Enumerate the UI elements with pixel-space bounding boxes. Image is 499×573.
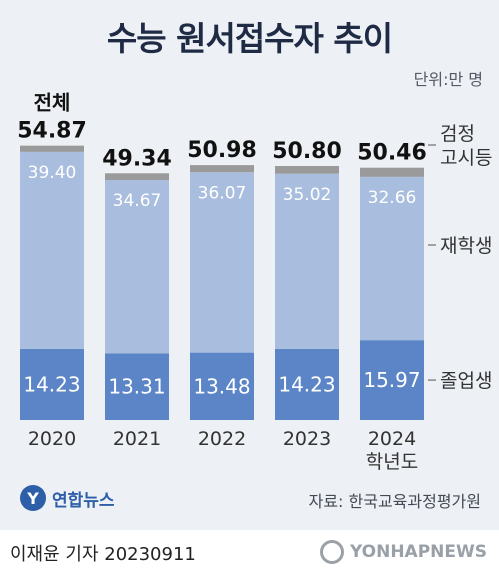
value-label-repeaters-2024: 32.66	[368, 188, 417, 208]
value-label-repeaters-2022: 36.07	[198, 183, 247, 203]
value-label-repeaters-2021: 34.67	[113, 191, 162, 211]
bar-segment-ged-2020	[20, 145, 84, 152]
total-caption: 전체	[34, 91, 71, 115]
stacked-bar-chart: 14.23 39.40 54.87 전체 2020 13.31 34.67 49.34 2021…	[17, 91, 492, 473]
value-label-graduates-2021: 13.31	[108, 375, 165, 399]
legend-label-2-0: 검정	[440, 123, 475, 145]
bar-segment-graduates-2020	[20, 348, 84, 420]
bar-segment-graduates-2022	[190, 352, 254, 420]
total-label-2022: 50.98	[187, 138, 257, 163]
bar-segment-graduates-2021	[105, 353, 169, 420]
bar-segment-ged-2021	[105, 173, 169, 181]
bar-segment-ged-2023	[275, 166, 339, 174]
watermark: YONHAPNEWS	[319, 540, 487, 564]
legend-label-2-1: 고시등	[440, 147, 492, 169]
bar-segment-ged-2022	[190, 165, 254, 173]
x-tick-label-2024: 2024	[368, 428, 416, 450]
yonhap-logo: Y 연합뉴스	[20, 485, 115, 511]
x-tick-label-2021: 2021	[113, 428, 161, 450]
bar-segment-ged-2024	[360, 167, 424, 177]
yonhap-logo-icon: Y	[20, 485, 46, 511]
bar-segment-graduates-2023	[275, 348, 339, 420]
x-tick-label-2022: 2022	[198, 428, 246, 450]
bar-segment-repeaters-2020	[20, 151, 84, 349]
bar-segment-graduates-2024	[360, 340, 424, 420]
logo-text: 연합뉴스	[52, 490, 115, 511]
value-label-graduates-2020: 14.23	[23, 372, 80, 396]
value-label-graduates-2024: 15.97	[363, 368, 420, 392]
value-label-graduates-2022: 13.48	[193, 374, 250, 398]
legend-label-1-0: 재학생	[440, 235, 492, 257]
x-tick-label-2023: 2023	[283, 428, 331, 450]
total-label-2020: 54.87	[17, 119, 87, 144]
chart-title: 수능 원서접수자 추이	[106, 19, 393, 58]
watermark-text: YONHAPNEWS	[349, 542, 487, 562]
value-label-graduates-2023: 14.23	[278, 372, 335, 396]
byline: 이재윤 기자 20230911	[10, 544, 196, 565]
total-label-2024: 50.46	[357, 141, 427, 166]
unit-label: 단위:만 명	[413, 70, 483, 89]
bar-segment-repeaters-2024	[360, 176, 424, 341]
value-label-repeaters-2020: 39.40	[28, 163, 77, 183]
watermark-ring-icon	[319, 540, 344, 564]
value-label-repeaters-2023: 35.02	[283, 185, 332, 205]
bar-segment-repeaters-2023	[275, 173, 339, 349]
x-tick-label-2020: 2020	[28, 428, 76, 450]
source-label: 자료: 한국교육과정평가원	[308, 492, 481, 511]
total-label-2021: 49.34	[102, 146, 172, 171]
x-tick-sublabel: 학년도	[366, 451, 418, 473]
total-label-2023: 50.80	[272, 139, 342, 164]
bar-segment-repeaters-2021	[105, 180, 169, 354]
bar-segment-repeaters-2022	[190, 172, 254, 353]
legend-label-0-0: 졸업생	[440, 370, 492, 392]
